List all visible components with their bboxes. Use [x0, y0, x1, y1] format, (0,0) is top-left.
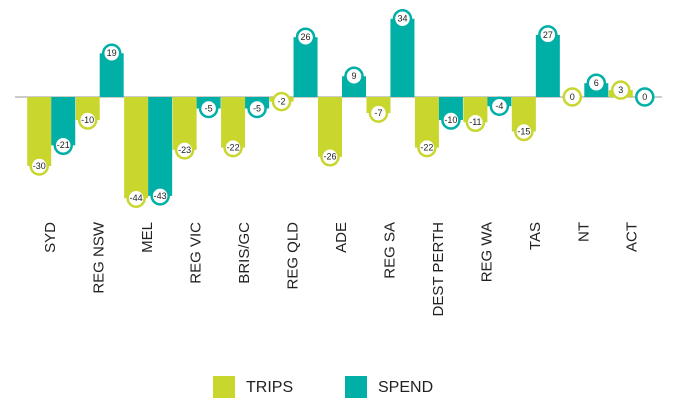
value-label: 0 [642, 92, 647, 102]
value-label: -4 [495, 101, 503, 111]
value-label-bubble [344, 66, 364, 87]
value-label-bubble [562, 87, 583, 107]
x-tick-label: REG WA [478, 222, 495, 282]
value-label: -21 [57, 140, 70, 150]
value-label: -43 [154, 191, 167, 201]
x-tick-label: SYD [42, 222, 59, 253]
value-label-bubble [514, 121, 534, 142]
value-label-bubble [489, 96, 510, 116]
x-tick-label: DEST PERTH [430, 222, 447, 316]
value-label-bubble [126, 188, 146, 208]
value-label: -44 [130, 193, 143, 203]
value-label-bubble [611, 80, 631, 100]
legend-label: SPEND [378, 379, 433, 396]
bar [318, 97, 342, 157]
x-tick-label: TAS [527, 222, 544, 250]
value-label: 6 [594, 78, 599, 88]
value-label: -30 [33, 161, 46, 171]
x-tick-label: NT [575, 222, 592, 242]
bar [27, 97, 52, 166]
value-label-bubble [53, 135, 73, 156]
value-label-bubble [368, 103, 389, 123]
value-label-bubble [320, 147, 340, 167]
value-label: -15 [517, 126, 530, 136]
value-label-bubble [538, 25, 558, 45]
value-label-bubble [295, 27, 316, 47]
legend-swatch [213, 376, 235, 398]
bar [390, 18, 415, 97]
value-label-bubble [417, 137, 437, 158]
value-label-bubble [247, 98, 267, 119]
value-label: -10 [81, 115, 94, 125]
value-label: -2 [278, 96, 286, 106]
bar [148, 97, 173, 196]
bar [124, 97, 149, 199]
value-label: 9 [351, 71, 356, 81]
value-label-bubble [635, 87, 655, 107]
bar [535, 34, 560, 97]
value-label: -5 [253, 103, 261, 113]
value-label-bubble [223, 137, 243, 158]
value-label: 34 [397, 14, 407, 24]
value-label: -26 [323, 152, 336, 162]
value-label: 0 [570, 92, 575, 102]
legend-swatch [345, 376, 367, 398]
x-tick-label: MEL [139, 222, 156, 253]
bar [293, 37, 318, 97]
x-tick-label: REG VIC [188, 222, 205, 284]
x-tick-label: BRIS/GC [236, 222, 253, 284]
value-label: -23 [178, 145, 191, 155]
value-label-bubble [441, 110, 461, 130]
value-label: -10 [444, 115, 457, 125]
value-label-bubble [271, 91, 292, 112]
legend-label: TRIPS [246, 379, 293, 396]
value-label: 3 [618, 85, 623, 95]
value-label: 27 [543, 30, 553, 40]
value-label-bubble [29, 156, 49, 176]
value-label-bubble [198, 98, 219, 119]
value-label-bubble [465, 112, 486, 133]
value-label: 26 [301, 32, 311, 42]
value-label: -22 [420, 142, 433, 152]
value-label-bubble [150, 186, 170, 206]
value-label: -22 [227, 142, 240, 152]
value-label-bubble [77, 110, 98, 130]
value-label: 19 [107, 48, 117, 58]
value-label-bubble [174, 140, 195, 160]
x-tick-label: ACT [624, 222, 641, 252]
value-label-bubble [101, 43, 122, 64]
value-label: -7 [374, 108, 382, 118]
x-tick-label: ADE [333, 222, 350, 253]
value-label-bubble [586, 73, 607, 93]
x-tick-label: REG QLD [285, 222, 302, 290]
value-label: -5 [205, 103, 213, 113]
x-tick-label: REG NSW [91, 221, 108, 294]
x-tick-label: REG SA [381, 222, 398, 279]
value-label: -11 [469, 117, 481, 127]
value-label-bubble [392, 9, 413, 29]
